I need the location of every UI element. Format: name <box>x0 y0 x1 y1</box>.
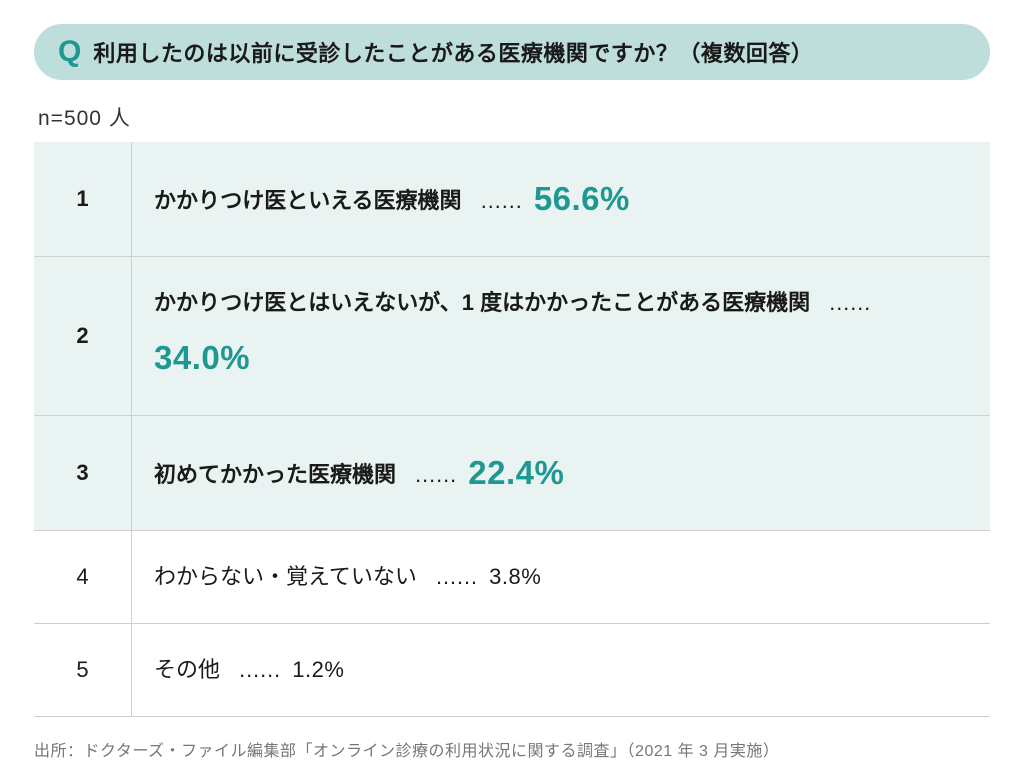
row-label: かかりつけ医といえる医療機関 <box>154 188 462 213</box>
row-label: かかりつけ医とはいえないが、1 度はかかったことがある医療機関 <box>154 290 810 315</box>
results-table: 1 かかりつけ医といえる医療機関 …… 56.6% 2 かかりつけ医とはいえない… <box>34 142 990 717</box>
table-row: 4 わからない・覚えていない …… 3.8% <box>34 531 990 624</box>
question-pill: Q 利用したのは以前に受診したことがある医療機関ですか？（複数回答） <box>34 24 990 80</box>
dots: …… <box>402 462 462 487</box>
label-cell: かかりつけ医といえる医療機関 …… 56.6% <box>132 142 990 256</box>
sample-size: n=500 人 <box>38 102 990 132</box>
question-text: 利用したのは以前に受診したことがある医療機関ですか？（複数回答） <box>93 36 813 68</box>
row-percent: 56.6% <box>534 180 630 217</box>
label-cell: 初めてかかった医療機関 …… 22.4% <box>132 416 990 530</box>
rank-cell: 5 <box>34 624 132 716</box>
row-label: わからない・覚えていない <box>154 564 417 589</box>
label-cell: その他 …… 1.2% <box>132 624 990 716</box>
dots: …… <box>226 657 286 682</box>
table-row: 2 かかりつけ医とはいえないが、1 度はかかったことがある医療機関 …… 34.… <box>34 257 990 416</box>
row-label: 初めてかかった医療機関 <box>154 462 396 487</box>
row-label: その他 <box>154 657 220 682</box>
dots: …… <box>468 188 528 213</box>
rank-cell: 1 <box>34 142 132 256</box>
table-row: 1 かかりつけ医といえる医療機関 …… 56.6% <box>34 142 990 257</box>
rank-cell: 3 <box>34 416 132 530</box>
table-row: 5 その他 …… 1.2% <box>34 624 990 717</box>
row-percent: 22.4% <box>468 454 564 491</box>
label-cell: わからない・覚えていない …… 3.8% <box>132 531 990 623</box>
dots: …… <box>816 290 876 315</box>
dots: …… <box>423 564 483 589</box>
row-percent: 3.8% <box>489 564 541 589</box>
question-prefix: Q <box>58 37 81 67</box>
rank-cell: 4 <box>34 531 132 623</box>
row-percent: 1.2% <box>292 657 344 682</box>
source-note: 出所：ドクターズ・ファイル編集部「オンライン診療の利用状況に関する調査」（202… <box>34 737 990 761</box>
table-row: 3 初めてかかった医療機関 …… 22.4% <box>34 416 990 531</box>
rank-cell: 2 <box>34 257 132 415</box>
label-cell: かかりつけ医とはいえないが、1 度はかかったことがある医療機関 …… 34.0% <box>132 257 990 415</box>
row-percent: 34.0% <box>154 339 250 376</box>
